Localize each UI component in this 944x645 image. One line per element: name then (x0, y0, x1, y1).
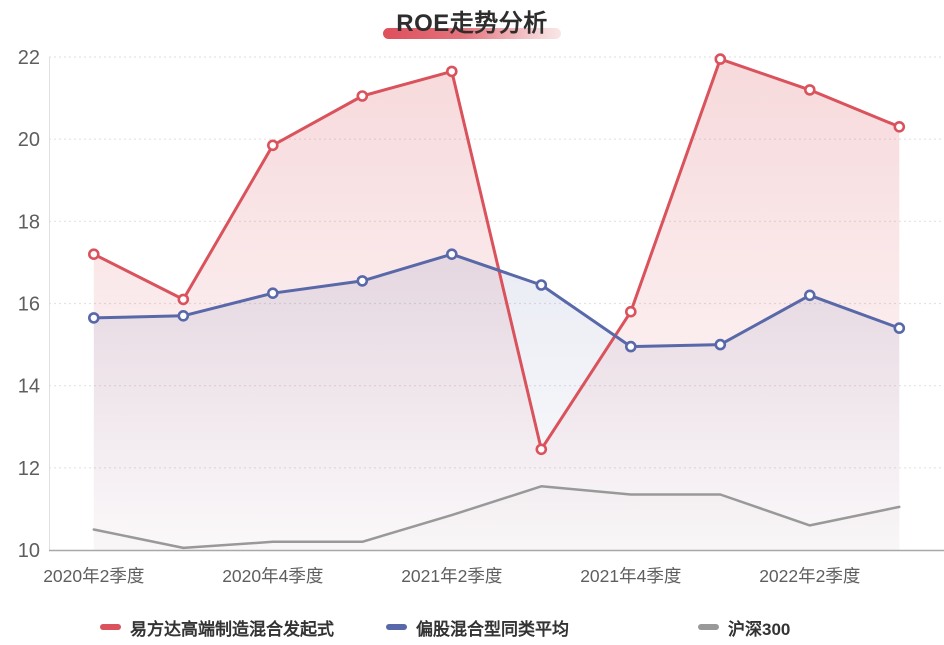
legend-label-csi300: 沪深300 (728, 619, 791, 639)
series-0-point-6[interactable] (624, 305, 637, 318)
series-0-point-1[interactable] (177, 293, 190, 306)
series-2-line[interactable] (92, 485, 901, 550)
series-1-point-8[interactable] (803, 289, 816, 302)
series-0-point-7[interactable] (714, 53, 727, 65)
chart-legend: 易方达高端制造混合发起式 偏股混合型同类平均 沪深300 (0, 614, 944, 640)
series-1-point-7[interactable] (714, 338, 727, 351)
legend-item-category-average[interactable]: 偏股混合型同类平均 (386, 614, 569, 640)
series-0-point-3[interactable] (356, 90, 369, 102)
y-tick-label-16: 16 (18, 294, 40, 316)
x-tick-label-8: 2022年2季度 (759, 566, 860, 586)
y-tick-label-22: 22 (18, 47, 40, 69)
legend-marker-csi300 (698, 624, 719, 630)
series-0-point-8[interactable] (803, 84, 816, 96)
legend-item-fund[interactable]: 易方达高端制造混合发起式 (100, 614, 334, 640)
series-0-point-2[interactable] (266, 139, 279, 152)
series-0-point-5[interactable] (535, 443, 548, 456)
y-tick-label-20: 20 (18, 129, 40, 151)
series-1-area (93, 254, 900, 550)
x-tick-label-6: 2021年4季度 (580, 566, 681, 586)
legend-marker-fund (100, 624, 121, 630)
series-0-point-4[interactable] (445, 65, 458, 78)
series-1-point-5[interactable] (535, 279, 548, 291)
legend-item-csi300[interactable]: 沪深300 (698, 614, 790, 640)
series-1-point-4[interactable] (445, 248, 458, 260)
series-1-point-2[interactable] (266, 287, 279, 300)
series-1-point-1[interactable] (177, 309, 190, 322)
y-tick-label-10: 10 (18, 540, 40, 562)
series-1-point-3[interactable] (356, 275, 369, 287)
series-0-line[interactable] (92, 57, 901, 451)
series-0-point-9[interactable] (893, 121, 906, 133)
x-tick-label-4: 2021年2季度 (401, 566, 502, 586)
x-tick-label-2: 2020年4季度 (222, 566, 323, 586)
x-tick-label-0: 2020年2季度 (43, 566, 144, 586)
series-2-area (93, 486, 900, 550)
y-tick-label-12: 12 (18, 458, 40, 480)
legend-label-fund: 易方达高端制造混合发起式 (130, 619, 334, 639)
series-0-point-0[interactable] (88, 248, 100, 260)
y-tick-label-14: 14 (18, 376, 40, 398)
y-tick-label-18: 18 (18, 211, 40, 233)
legend-marker-category-average (386, 624, 407, 630)
series-1-point-0[interactable] (88, 312, 100, 324)
roe-trend-line-chart[interactable]: 10 12 14 16 18 20 22 2020年2季度 2020年4季度 2021年2季度 20… (0, 0, 944, 600)
series-1-point-6[interactable] (624, 340, 637, 353)
series-1-point-9[interactable] (893, 322, 906, 334)
legend-label-category-average: 偏股混合型同类平均 (416, 619, 569, 639)
series-1-line[interactable] (92, 252, 901, 349)
